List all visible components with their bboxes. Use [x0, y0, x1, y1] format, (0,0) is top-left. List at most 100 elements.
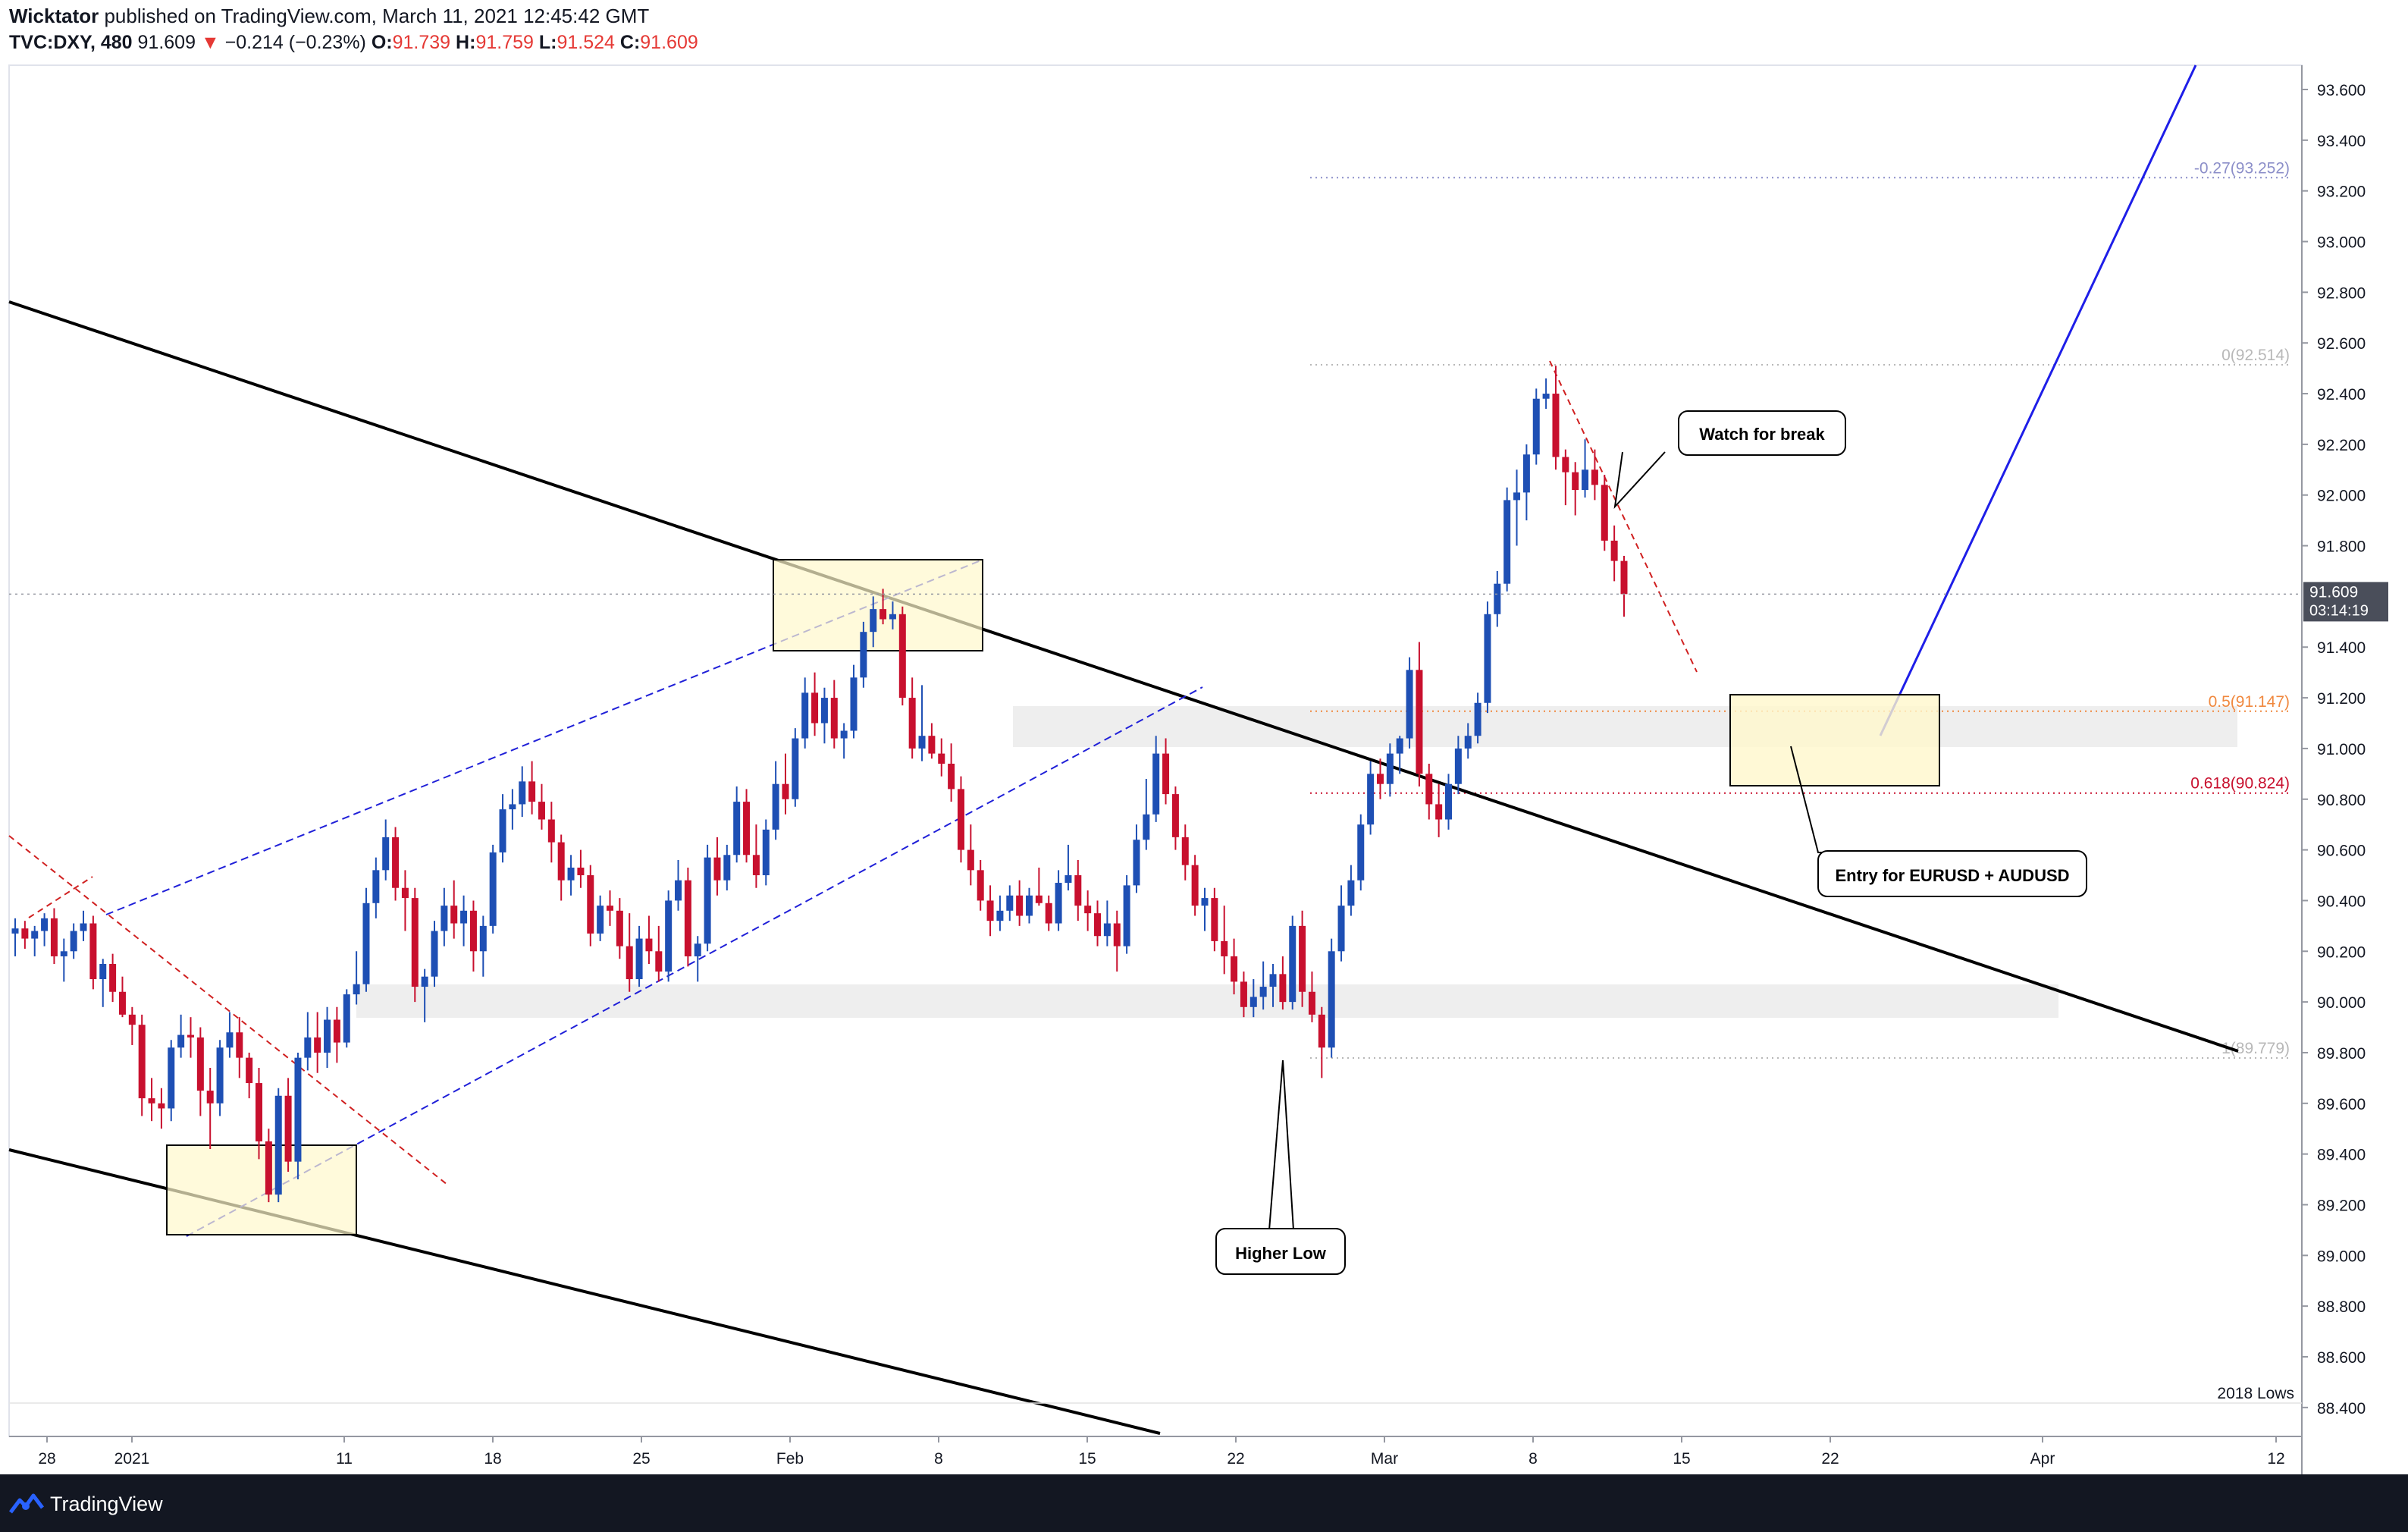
candle: [820, 687, 828, 744]
candle: [1376, 758, 1384, 799]
fib-level-label: 1(89.779): [2221, 1040, 2290, 1057]
higher-low-box: [1215, 1228, 1346, 1275]
candle: [1006, 885, 1014, 921]
candle: [1347, 865, 1355, 916]
candle: [772, 761, 779, 840]
candle: [187, 1017, 194, 1058]
price-tick-label: 92.400: [2317, 386, 2366, 403]
candle: [1572, 462, 1579, 516]
candle: [1113, 910, 1121, 972]
entry-label-box: [1817, 850, 2087, 897]
price-tick-label: 89.600: [2317, 1096, 2366, 1113]
candle: [333, 1006, 340, 1063]
candle: [1249, 979, 1257, 1018]
tradingview-logo-icon[interactable]: [9, 1491, 44, 1517]
candle: [908, 677, 916, 759]
candle: [469, 900, 477, 972]
candle: [1045, 895, 1052, 931]
price-tick-label: 89.000: [2317, 1248, 2366, 1265]
candle: [421, 968, 428, 1022]
candle: [89, 915, 97, 990]
close-value: 91.609: [640, 32, 698, 53]
candle: [1084, 890, 1092, 931]
time-tick-label: 8: [1529, 1450, 1538, 1468]
chart-header: Wicktator published on TradingView.com, …: [0, 0, 2408, 62]
candle: [460, 895, 468, 947]
candle: [324, 1006, 331, 1069]
candle: [362, 887, 370, 992]
candle: [1396, 736, 1403, 774]
candle: [1123, 875, 1130, 954]
time-tick-label: 12: [2267, 1450, 2284, 1468]
candle: [860, 621, 867, 688]
candle: [977, 859, 984, 911]
price-chart[interactable]: 93.600 93.400 93.200 93.000 92.800 92.600 92.4…: [0, 0, 2408, 1474]
price-axis[interactable]: 93.600 93.400 93.200 93.000 92.800 92.600 92.4…: [2302, 82, 2366, 1417]
candle: [1337, 885, 1345, 962]
watch-for-break-callout[interactable]: Watch for break: [1613, 410, 1846, 510]
candle: [1582, 439, 1589, 498]
price-tick-label: 89.400: [2317, 1147, 2366, 1164]
candle: [1064, 844, 1072, 891]
candle: [694, 936, 701, 982]
price-tick-label: 90.400: [2317, 893, 2366, 910]
symbol-label[interactable]: TVC:DXY, 480: [9, 32, 133, 53]
candle: [811, 672, 819, 736]
candle: [31, 925, 39, 956]
candle: [577, 849, 585, 888]
candle: [606, 890, 613, 926]
candle: [128, 1006, 136, 1045]
low-value: 91.524: [557, 32, 615, 53]
author-name[interactable]: Wicktator: [9, 5, 99, 27]
price-tick-label: 93.200: [2317, 184, 2366, 201]
candle: [499, 794, 506, 863]
candle: [284, 1078, 292, 1173]
candle: [655, 925, 663, 982]
candle: [1279, 956, 1287, 1010]
price-tick-label: 88.600: [2317, 1349, 2366, 1367]
candle: [675, 859, 682, 911]
candle: [1191, 855, 1199, 916]
candle: [723, 844, 731, 891]
candle: [1181, 824, 1189, 881]
candle: [1591, 449, 1598, 501]
candle: [372, 857, 380, 918]
candle: [1074, 859, 1082, 921]
candle: [1211, 887, 1218, 952]
candle: [109, 953, 117, 1003]
candle: [1259, 961, 1267, 1010]
time-axis[interactable]: 28 2021 11 18 25 Feb 8 15 22 Mar 8 15 22 Apr 12: [38, 1436, 2285, 1468]
candle: [1532, 388, 1540, 465]
price-tick-label: 91.000: [2317, 741, 2366, 758]
tradingview-brand[interactable]: TradingView: [50, 1493, 163, 1515]
candle: [353, 951, 360, 1005]
candle: [587, 865, 594, 947]
candle: [70, 923, 77, 959]
price-tick-label: 92.800: [2317, 284, 2366, 302]
time-tick-label: Mar: [1371, 1450, 1398, 1468]
resistance-zone: [1013, 706, 2237, 747]
candle: [879, 589, 887, 625]
time-tick-label: Feb: [776, 1450, 804, 1468]
candle: [196, 1027, 204, 1116]
time-tick-label: 11: [336, 1450, 353, 1468]
high-value: 91.759: [475, 32, 534, 53]
watch-label-box: [1678, 410, 1846, 456]
candle: [118, 976, 126, 1018]
candle: [294, 1052, 302, 1180]
time-tick-label: 18: [484, 1450, 501, 1468]
entry-callout[interactable]: Entry for EURUSD + AUDUSD: [1790, 746, 2087, 897]
higher-low-label: Higher Low: [1235, 1244, 1327, 1263]
candle: [1035, 867, 1043, 906]
candle: [1201, 887, 1209, 931]
candle: [870, 596, 877, 648]
candle: [1454, 736, 1462, 795]
open-label: O:: [371, 32, 393, 53]
candle: [1552, 366, 1560, 470]
candle: [1513, 469, 1521, 546]
publish-line: Wicktator published on TradingView.com, …: [9, 5, 649, 28]
higher-low-callout[interactable]: Higher Low: [1215, 1060, 1346, 1275]
candle: [401, 870, 409, 931]
candle: [928, 723, 936, 759]
candle: [684, 867, 691, 967]
